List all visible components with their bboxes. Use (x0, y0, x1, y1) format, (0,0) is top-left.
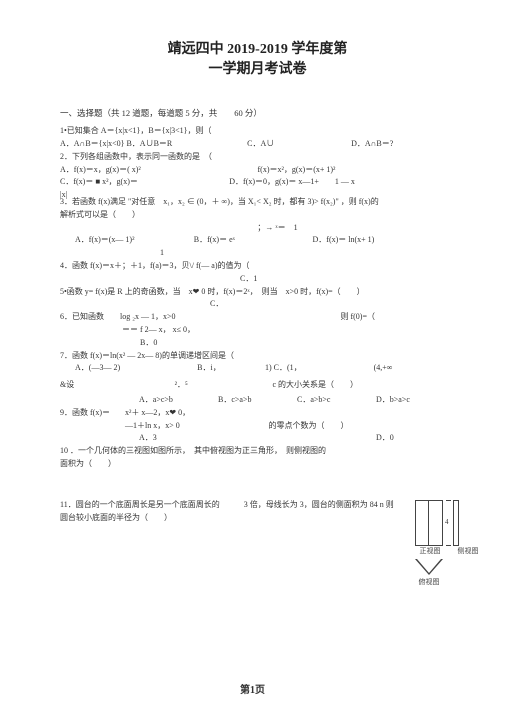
q8-end: c 的大小关系是（ ） (273, 379, 456, 392)
title-line1: 靖远四中 2019-2019 学年度第 (60, 40, 455, 60)
q11-stem2: 圆台较小底面的半径为（ ） (60, 512, 455, 525)
section-1-header: 一、选择题（共 12 道题，每道题 5 分，共 60 分） (60, 107, 455, 119)
q6-row2: B．0 (140, 337, 455, 350)
q2-stem: 2．下列各组函数中，表示同一函数的是 （ (60, 151, 455, 164)
q3-exp: ；→ ˣ＝ 1 (100, 222, 455, 235)
q4-opt-c: C．1 (240, 273, 455, 286)
q4-stem: 4．函数 f(x)＝x＋；＋1，f(a)＝3，贝\/ f(— a)的值为（ (60, 260, 455, 273)
three-view-diagram: 4 正视图 侧视图 俯视图 (415, 500, 495, 587)
q8-opt-a: A．a>c>b (139, 394, 218, 407)
q5-stem: 5•函数 y= f(x)是 R 上的奇函数，当 x❤ 0 时，f(x)＝2ˣ， … (60, 286, 455, 299)
q2-opt-d: D．f(x)＝0，g(x)＝ x—1+ 1 — x (229, 176, 455, 189)
front-label: 正视图 (415, 546, 445, 556)
q9-mid2: —1＋ln x，x> 0 (125, 420, 268, 433)
q8-opt-c: C．a>b>c (297, 394, 376, 407)
side-label: 侧视图 (453, 546, 483, 556)
q9-opt-d: D．0 (376, 432, 455, 445)
q1-stem: 1•已知集合 A＝{x|x<1}，B＝{x|3<1}，则（ (60, 125, 455, 138)
q10-stem2: 面积为（ ） (60, 458, 455, 471)
q7-opt-c1: 1) C．(1， (265, 362, 374, 375)
q6-mid1: log ₂x — 1，x>0 (120, 311, 340, 324)
q8-pre: &设 (60, 379, 90, 392)
q3-opt-b: B．f(x)＝ eˣ (194, 234, 313, 247)
q3-opt-a: A．f(x)＝(x— 1)² (75, 234, 194, 247)
q9-pre: 9．函数 f(x)＝ (60, 407, 125, 420)
q2-opt-c: C．f(x)＝ ■ x²，g(x)＝ (60, 176, 229, 189)
q6-mid2: ＝＝ f 2— x， x≤ 0， (122, 324, 195, 337)
q8-opt-b: B．c>a>b (218, 394, 297, 407)
q1-opt-d: D．A∩B＝? (351, 138, 455, 151)
top-label: 俯视图 (415, 577, 443, 587)
q9-opt-a: A．3 (139, 432, 218, 445)
top-view-triangle (415, 559, 443, 577)
side-view-rect (453, 500, 459, 546)
q9-mid1: x²＋ x—2，x❤ 0， (125, 407, 455, 420)
q7-opt-a: A．(—3— 2) (75, 362, 197, 375)
q3-stem2: 解析式可以是（ ） (60, 209, 455, 222)
q6-stem-pre: 6．已知函数 (60, 311, 120, 324)
q2-opt-b1: f(x)＝x²，g(x)＝(x+ 1)² (258, 164, 456, 177)
q1-opt-c: C．A∪ (247, 138, 351, 151)
q10-stem1: 10 ．一个几何体的三视图如图所示， 其中俯视图为正三角形， 则侧视图的 (60, 445, 455, 458)
q7-opt-b: B．i， (197, 362, 265, 375)
q8-mid: ²．⁵ (90, 379, 273, 392)
page-number: 第1页 (0, 681, 505, 696)
q3-opt-d: D．f(x)＝ ln(x+ 1) (313, 234, 456, 247)
q3-stem1: 3．若函数 f(x)满足 "对任意 x₁，x₂ ∈ (0，＋ ∞)，当 X₁< … (60, 196, 455, 209)
q7-stem: 7．函数 f(x)＝ln(x² — 2x— 8)的单调递增区间是（ (60, 350, 455, 363)
q9-end: 的零点个数为（ ） (268, 420, 455, 433)
q7-opt-end: (4,+∞ (374, 362, 455, 375)
q11-stem1: 11．圆台的一个底面周长是另一个底面周长的 3 倍，母线长为 3，圆台的侧面积为… (60, 499, 455, 512)
q1-opt-ab: A．A∩B＝{x|x<0} B．A∪B＝R (60, 138, 247, 151)
q6-stem-end: 则 f(0)=（ (340, 311, 375, 324)
q2-opt-a: A．f(x)＝x，g(x)＝( x)² (60, 164, 258, 177)
q8-opt-d: D．b>a>c (376, 394, 455, 407)
front-view-rect (415, 500, 443, 546)
dim-line: 4 (443, 500, 451, 546)
title-line2: 一学期月考试卷 (60, 60, 455, 80)
